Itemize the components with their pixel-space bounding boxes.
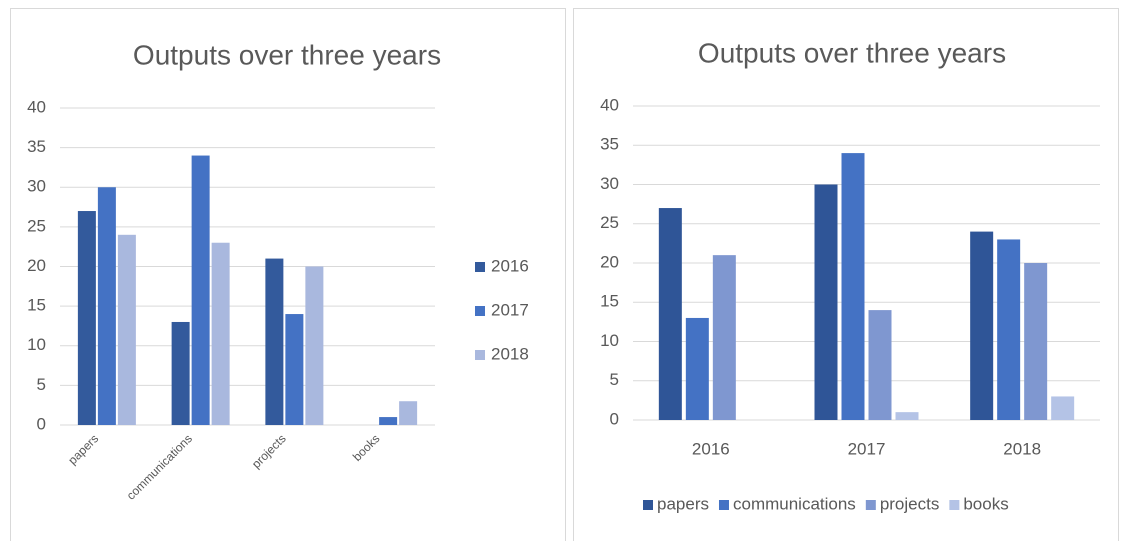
chart-title: Outputs over three years bbox=[698, 37, 1006, 68]
y-tick-label: 30 bbox=[600, 174, 619, 193]
bar bbox=[814, 184, 838, 420]
legend-label: 2017 bbox=[491, 300, 529, 319]
x-tick-label: 2016 bbox=[692, 439, 730, 458]
bar bbox=[305, 266, 324, 425]
bar bbox=[191, 155, 210, 426]
y-tick-label: 0 bbox=[37, 414, 46, 433]
bar bbox=[712, 255, 736, 420]
chart-panel bbox=[10, 8, 566, 541]
y-tick-label: 0 bbox=[610, 409, 619, 428]
x-tick-label: books bbox=[350, 431, 383, 464]
x-tick-label: 2018 bbox=[1003, 439, 1041, 458]
x-tick-label: 2017 bbox=[848, 439, 886, 458]
y-tick-label: 25 bbox=[27, 216, 46, 235]
chart-panel bbox=[573, 8, 1119, 541]
y-tick-label: 10 bbox=[600, 331, 619, 350]
y-tick-label: 5 bbox=[610, 370, 619, 389]
bar bbox=[895, 412, 919, 420]
bar bbox=[171, 321, 190, 425]
y-tick-label: 35 bbox=[27, 137, 46, 156]
y-tick-label: 30 bbox=[27, 177, 46, 196]
y-tick-label: 40 bbox=[27, 97, 46, 116]
y-tick-label: 40 bbox=[600, 95, 619, 114]
legend-swatch bbox=[475, 262, 485, 272]
bar bbox=[117, 234, 136, 425]
legend-swatch bbox=[718, 500, 729, 510]
legend-label: communications bbox=[733, 494, 856, 513]
y-tick-label: 20 bbox=[600, 252, 619, 271]
y-tick-label: 15 bbox=[27, 296, 46, 315]
legend-label: papers bbox=[657, 494, 709, 513]
legend-label: 2018 bbox=[491, 344, 529, 363]
legend-label: 2016 bbox=[491, 256, 529, 275]
bar bbox=[399, 401, 418, 425]
y-tick-label: 5 bbox=[37, 375, 46, 394]
y-tick-label: 35 bbox=[600, 135, 619, 154]
bar bbox=[970, 231, 994, 420]
bar bbox=[841, 153, 865, 420]
bar bbox=[379, 417, 398, 425]
bar bbox=[265, 258, 284, 425]
x-tick-label: projects bbox=[249, 431, 289, 471]
legend-swatch bbox=[865, 500, 876, 510]
y-tick-label: 15 bbox=[600, 292, 619, 311]
bar bbox=[1051, 396, 1075, 420]
bar bbox=[97, 187, 116, 425]
bar bbox=[658, 208, 682, 420]
legend-label: books bbox=[963, 494, 1008, 513]
legend-swatch bbox=[643, 500, 653, 510]
bar bbox=[868, 310, 892, 420]
y-tick-label: 20 bbox=[27, 256, 46, 275]
bar bbox=[211, 242, 230, 425]
bar bbox=[77, 211, 96, 425]
legend-swatch bbox=[949, 500, 960, 510]
bar bbox=[1024, 263, 1048, 420]
x-tick-label: papers bbox=[65, 431, 101, 467]
y-tick-label: 10 bbox=[27, 335, 46, 354]
x-tick-label: communications bbox=[124, 431, 195, 502]
bar bbox=[997, 239, 1021, 420]
chart-title: Outputs over three years bbox=[133, 39, 441, 70]
legend-swatch bbox=[475, 306, 485, 316]
legend-label: projects bbox=[880, 494, 940, 513]
y-tick-label: 25 bbox=[600, 213, 619, 232]
legend-swatch bbox=[475, 350, 485, 360]
bar bbox=[285, 314, 304, 425]
bar bbox=[685, 317, 709, 420]
